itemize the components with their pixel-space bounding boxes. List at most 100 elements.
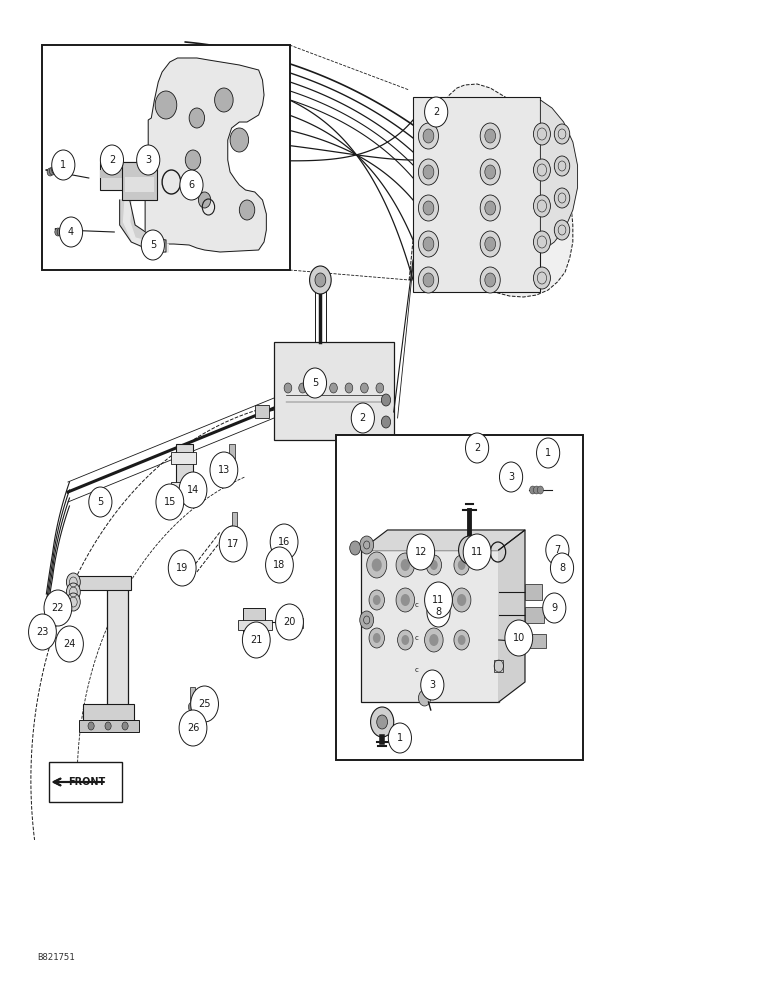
Circle shape (423, 165, 434, 179)
Circle shape (423, 201, 434, 215)
Circle shape (276, 604, 303, 640)
Text: 3: 3 (508, 472, 514, 482)
Circle shape (458, 635, 466, 645)
Circle shape (401, 635, 409, 645)
Circle shape (59, 217, 83, 247)
Text: 2: 2 (474, 443, 480, 453)
Circle shape (189, 108, 205, 128)
Circle shape (430, 595, 438, 605)
Circle shape (499, 462, 523, 492)
Circle shape (457, 594, 466, 606)
Text: 22: 22 (52, 603, 64, 613)
Circle shape (210, 452, 238, 488)
Circle shape (458, 560, 466, 570)
Text: c: c (415, 635, 419, 641)
Bar (525, 607, 544, 623)
Bar (125, 177, 154, 192)
Circle shape (485, 273, 496, 287)
Circle shape (533, 123, 550, 145)
Text: 21: 21 (250, 635, 262, 645)
Circle shape (373, 595, 381, 605)
Circle shape (29, 614, 56, 650)
Text: 10: 10 (513, 633, 525, 643)
Circle shape (426, 555, 442, 575)
Circle shape (315, 273, 326, 287)
Bar (171, 482, 196, 494)
Text: B821751: B821751 (37, 953, 75, 962)
Bar (122, 162, 157, 200)
Circle shape (505, 620, 533, 656)
Polygon shape (124, 200, 168, 252)
Text: 16: 16 (278, 537, 290, 547)
Text: 8: 8 (435, 607, 442, 617)
Circle shape (57, 228, 63, 236)
Circle shape (66, 593, 80, 611)
Circle shape (454, 630, 469, 650)
Circle shape (418, 231, 438, 257)
Circle shape (310, 266, 331, 294)
Circle shape (480, 267, 500, 293)
Circle shape (345, 383, 353, 393)
Bar (100, 170, 151, 178)
Circle shape (423, 273, 434, 287)
Circle shape (62, 228, 68, 236)
Circle shape (215, 88, 233, 112)
Circle shape (303, 368, 327, 398)
Circle shape (407, 534, 435, 570)
Circle shape (66, 573, 80, 591)
Circle shape (429, 634, 438, 646)
Text: 3: 3 (145, 155, 151, 165)
Text: 14: 14 (187, 485, 199, 495)
Polygon shape (120, 200, 166, 252)
Circle shape (230, 128, 249, 152)
Circle shape (423, 237, 434, 251)
Circle shape (401, 594, 410, 606)
Text: 5: 5 (97, 497, 103, 507)
Circle shape (418, 123, 438, 149)
Bar (228, 542, 235, 552)
Circle shape (360, 536, 374, 554)
Circle shape (454, 555, 469, 575)
Circle shape (168, 550, 196, 586)
Text: 24: 24 (63, 639, 76, 649)
Circle shape (330, 383, 337, 393)
Circle shape (191, 686, 218, 722)
Text: 19: 19 (176, 563, 188, 573)
Text: 5: 5 (312, 378, 318, 388)
Circle shape (155, 91, 177, 119)
Polygon shape (499, 530, 525, 702)
Circle shape (381, 416, 391, 428)
Circle shape (464, 543, 475, 557)
Circle shape (550, 553, 574, 583)
Text: 25: 25 (198, 699, 211, 709)
Circle shape (530, 486, 536, 494)
Text: 2: 2 (433, 107, 439, 117)
Circle shape (381, 394, 391, 406)
Text: 2: 2 (109, 155, 115, 165)
Circle shape (398, 630, 413, 650)
Text: 1: 1 (397, 733, 403, 743)
Circle shape (533, 159, 550, 181)
Circle shape (426, 590, 442, 610)
Circle shape (430, 560, 438, 570)
Circle shape (137, 145, 160, 175)
Bar (336, 435, 583, 760)
Circle shape (480, 231, 500, 257)
Circle shape (89, 487, 112, 517)
Circle shape (239, 200, 255, 220)
Bar (100, 162, 151, 190)
Circle shape (122, 722, 128, 730)
Circle shape (369, 590, 384, 610)
Circle shape (425, 97, 448, 127)
Circle shape (227, 526, 236, 538)
Circle shape (533, 195, 550, 217)
Text: 18: 18 (273, 560, 286, 570)
Circle shape (242, 622, 270, 658)
Circle shape (180, 170, 203, 200)
Bar (107, 582, 128, 712)
Circle shape (485, 237, 496, 251)
Circle shape (372, 558, 381, 572)
Circle shape (401, 559, 410, 571)
Circle shape (284, 383, 292, 393)
Bar (243, 608, 265, 638)
